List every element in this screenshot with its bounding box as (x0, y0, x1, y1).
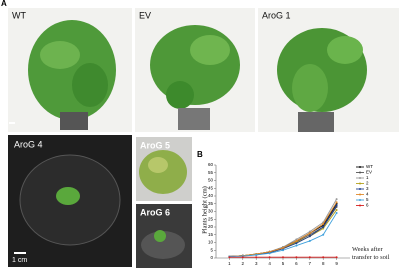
y-tick-label: 10 (208, 240, 214, 245)
point (335, 256, 338, 259)
photo-label: WT (12, 10, 26, 20)
photo-label: AroG 4 (14, 139, 43, 149)
legend-label: 5 (366, 197, 369, 202)
point (295, 239, 298, 242)
x-tick-label: 7 (309, 261, 312, 266)
point (295, 256, 298, 259)
point (241, 256, 244, 259)
photo-ev (135, 8, 255, 132)
y-tick-label: 60 (208, 162, 214, 167)
point (268, 250, 271, 253)
y-axis-title: Plants height (cm) (201, 186, 208, 234)
y-tick-label: 45 (208, 185, 214, 190)
y-tick-label: 40 (208, 193, 214, 198)
point (228, 256, 231, 259)
legend-marker (359, 193, 361, 196)
legend-marker (359, 166, 361, 168)
x-tick-label: 6 (295, 261, 298, 266)
point (322, 222, 325, 225)
y-tick-label: 20 (208, 224, 214, 229)
point (282, 256, 284, 259)
photo-label: EV (139, 10, 151, 20)
point (295, 242, 298, 245)
x-tick-label: 2 (242, 261, 245, 266)
point (282, 246, 284, 249)
legend-label: WT (366, 164, 373, 169)
point (268, 256, 271, 259)
photo-label: AroG 6 (140, 207, 170, 217)
point (308, 256, 311, 259)
point (308, 230, 311, 233)
point (295, 238, 298, 241)
legend-label: 2 (366, 181, 369, 186)
point (335, 212, 338, 215)
x-tick-label: 1 (228, 261, 231, 266)
point (322, 227, 325, 230)
x-tick-label: 4 (268, 261, 271, 266)
y-tick-label: 35 (208, 201, 214, 206)
x-tick-label: 8 (322, 261, 325, 266)
legend-marker (359, 188, 361, 190)
point (282, 249, 284, 252)
point (335, 201, 338, 204)
panel-label: A (1, 0, 7, 8)
x-tick-label: 3 (255, 261, 258, 266)
x-axis-title: Weeks after transfer to soil (352, 246, 390, 261)
legend-marker (359, 182, 361, 185)
point (322, 256, 325, 259)
point (308, 233, 311, 236)
point (255, 253, 258, 256)
legend-label: 3 (366, 186, 369, 191)
legend-label: EV (366, 170, 372, 175)
y-tick-label: 30 (208, 209, 214, 214)
point (295, 244, 298, 247)
point (335, 198, 338, 201)
y-tick-label: 25 (208, 216, 214, 221)
photo-wt (8, 8, 132, 132)
photo-label: AroG 5 (140, 140, 170, 150)
y-tick-label: 0 (210, 255, 213, 260)
scale-label: 1 cm (12, 257, 27, 264)
legend-label: 1 (366, 175, 369, 180)
photo-label: AroG 1 (262, 10, 291, 20)
x-tick-label: 9 (335, 261, 338, 266)
y-tick-label: 5 (210, 247, 213, 252)
point (322, 226, 325, 228)
point (268, 252, 271, 255)
y-tick-label: 55 (208, 170, 214, 175)
y-tick-label: 15 (208, 232, 214, 237)
photo-arog5 (136, 137, 192, 201)
point (335, 208, 338, 211)
legend-label: 4 (366, 192, 369, 197)
legend-marker (359, 171, 361, 174)
legend-label: 6 (366, 203, 369, 208)
legend-marker (359, 199, 361, 201)
point (308, 239, 311, 242)
photo-arog1 (258, 8, 399, 132)
point (308, 235, 311, 238)
x-tick-label: 5 (282, 261, 285, 266)
panel-label: B (197, 150, 203, 159)
y-tick-label: 50 (208, 178, 214, 183)
legend-marker (359, 177, 361, 179)
photo-arog6 (136, 204, 192, 268)
point (255, 256, 258, 259)
point (335, 204, 338, 207)
point (322, 233, 325, 236)
legend-marker (359, 204, 361, 207)
photo-arog4 (8, 135, 132, 267)
point (308, 232, 311, 235)
